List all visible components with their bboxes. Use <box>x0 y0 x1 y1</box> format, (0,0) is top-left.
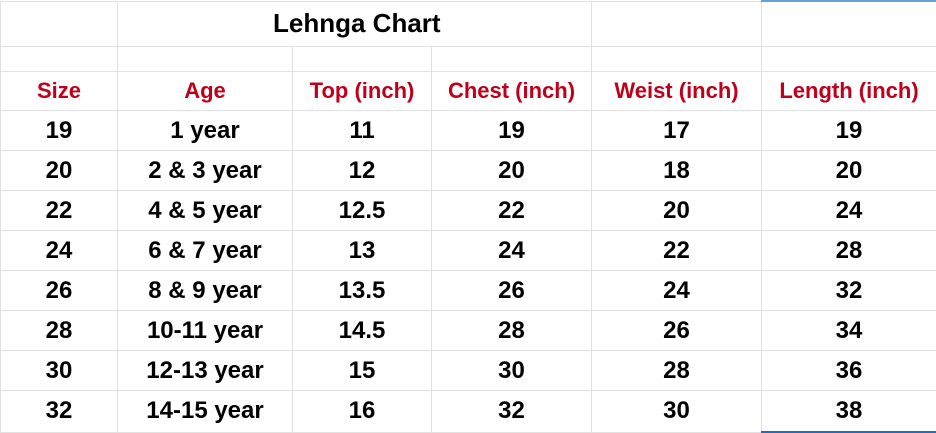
header-chest[interactable]: Chest (inch) <box>432 72 592 111</box>
cell-empty[interactable] <box>1 1 118 47</box>
cell-length[interactable]: 34 <box>762 311 936 351</box>
cell-weist[interactable]: 30 <box>592 391 762 433</box>
header-weist[interactable]: Weist (inch) <box>592 72 762 111</box>
cell-size[interactable]: 22 <box>1 191 118 231</box>
cell-weist[interactable]: 28 <box>592 351 762 391</box>
cell-length[interactable]: 19 <box>762 111 936 151</box>
cell-length[interactable]: 20 <box>762 151 936 191</box>
cell-size[interactable]: 20 <box>1 151 118 191</box>
cell-length[interactable]: 36 <box>762 351 936 391</box>
cell-length[interactable]: 28 <box>762 231 936 271</box>
cell-size[interactable]: 32 <box>1 391 118 433</box>
cell-empty[interactable] <box>762 1 936 47</box>
table-row: 32 14-15 year 16 32 30 38 <box>1 391 936 433</box>
cell-weist[interactable]: 22 <box>592 231 762 271</box>
cell-size[interactable]: 28 <box>1 311 118 351</box>
cell-empty[interactable] <box>592 1 762 47</box>
cell-size[interactable]: 19 <box>1 111 118 151</box>
table-row: 30 12-13 year 15 30 28 36 <box>1 351 936 391</box>
cell-top[interactable]: 12.5 <box>293 191 432 231</box>
table-row: 26 8 & 9 year 13.5 26 24 32 <box>1 271 936 311</box>
cell-empty[interactable] <box>118 47 293 72</box>
cell-weist[interactable]: 18 <box>592 151 762 191</box>
cell-chest[interactable]: 30 <box>432 351 592 391</box>
cell-age[interactable]: 14-15 year <box>118 391 293 433</box>
cell-size[interactable]: 30 <box>1 351 118 391</box>
cell-empty[interactable] <box>762 47 936 72</box>
title-row: Lehnga Chart <box>1 1 936 47</box>
cell-weist[interactable]: 24 <box>592 271 762 311</box>
cell-length[interactable]: 38 <box>762 391 936 433</box>
header-length[interactable]: Length (inch) <box>762 72 936 111</box>
blank-row <box>1 47 936 72</box>
table-row: 28 10-11 year 14.5 28 26 34 <box>1 311 936 351</box>
cell-weist[interactable]: 17 <box>592 111 762 151</box>
cell-age[interactable]: 6 & 7 year <box>118 231 293 271</box>
cell-age[interactable]: 8 & 9 year <box>118 271 293 311</box>
cell-empty[interactable] <box>1 47 118 72</box>
cell-age[interactable]: 4 & 5 year <box>118 191 293 231</box>
cell-top[interactable]: 13 <box>293 231 432 271</box>
cell-chest[interactable]: 20 <box>432 151 592 191</box>
cell-chest[interactable]: 22 <box>432 191 592 231</box>
cell-top[interactable]: 16 <box>293 391 432 433</box>
cell-top[interactable]: 15 <box>293 351 432 391</box>
cell-chest[interactable]: 32 <box>432 391 592 433</box>
cell-empty[interactable] <box>293 47 432 72</box>
cell-empty[interactable] <box>592 47 762 72</box>
cell-age[interactable]: 10-11 year <box>118 311 293 351</box>
header-age[interactable]: Age <box>118 72 293 111</box>
cell-chest[interactable]: 26 <box>432 271 592 311</box>
cell-size[interactable]: 26 <box>1 271 118 311</box>
table-row: 19 1 year 11 19 17 19 <box>1 111 936 151</box>
cell-size[interactable]: 24 <box>1 231 118 271</box>
cell-chest[interactable]: 19 <box>432 111 592 151</box>
table-row: 20 2 & 3 year 12 20 18 20 <box>1 151 936 191</box>
cell-top[interactable]: 13.5 <box>293 271 432 311</box>
cell-age[interactable]: 12-13 year <box>118 351 293 391</box>
cell-length[interactable]: 32 <box>762 271 936 311</box>
header-top[interactable]: Top (inch) <box>293 72 432 111</box>
header-row: Size Age Top (inch) Chest (inch) Weist (… <box>1 72 936 111</box>
cell-empty[interactable] <box>432 47 592 72</box>
table-row: 22 4 & 5 year 12.5 22 20 24 <box>1 191 936 231</box>
cell-chest[interactable]: 28 <box>432 311 592 351</box>
header-size[interactable]: Size <box>1 72 118 111</box>
cell-weist[interactable]: 26 <box>592 311 762 351</box>
cell-top[interactable]: 12 <box>293 151 432 191</box>
cell-age[interactable]: 1 year <box>118 111 293 151</box>
cell-length[interactable]: 24 <box>762 191 936 231</box>
cell-top[interactable]: 11 <box>293 111 432 151</box>
cell-age[interactable]: 2 & 3 year <box>118 151 293 191</box>
table-row: 24 6 & 7 year 13 24 22 28 <box>1 231 936 271</box>
cell-chest[interactable]: 24 <box>432 231 592 271</box>
chart-title-cell[interactable]: Lehnga Chart <box>118 1 592 47</box>
cell-top[interactable]: 14.5 <box>293 311 432 351</box>
chart-title: Lehnga Chart <box>263 8 441 38</box>
cell-weist[interactable]: 20 <box>592 191 762 231</box>
